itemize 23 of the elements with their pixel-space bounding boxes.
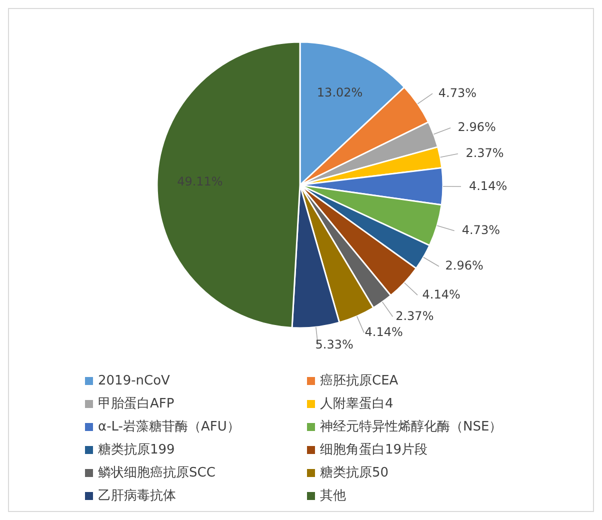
- legend-label: 其他: [320, 488, 346, 504]
- data-label: 4.14%: [468, 178, 508, 193]
- legend-label: 细胞角蛋白19片段: [320, 442, 428, 458]
- data-label: 13.02%: [316, 85, 363, 100]
- data-label: 4.14%: [364, 325, 403, 339]
- legend-label: 癌胚抗原CEA: [320, 374, 398, 389]
- data-label: 2.37%: [466, 146, 504, 160]
- legend-label: 糖类抗原50: [320, 466, 389, 481]
- legend-label: 人附睾蛋白4: [320, 396, 394, 412]
- data-label: 2.37%: [396, 308, 434, 323]
- legend-label: 糖类抗原199: [98, 442, 175, 458]
- data-label: 4.73%: [462, 223, 500, 238]
- data-label: 4.73%: [438, 86, 477, 100]
- legend-label: 神经元特异性烯醇化酶（NSE）: [320, 420, 502, 435]
- legend-label: α-L-岩藻糖苷酶（AFU）: [98, 420, 240, 435]
- data-label: 4.14%: [422, 287, 460, 302]
- legend-label: 乙肝病毒抗体: [98, 488, 176, 504]
- legend-label: 2019-nCoV: [98, 374, 170, 389]
- data-label: 2.96%: [445, 258, 484, 273]
- legend-label: 鳞状细胞癌抗原SCC: [98, 466, 216, 481]
- legend-label: 甲胎蛋白AFP: [98, 396, 174, 412]
- data-label: 2.96%: [458, 120, 496, 134]
- data-label: 5.33%: [315, 337, 354, 352]
